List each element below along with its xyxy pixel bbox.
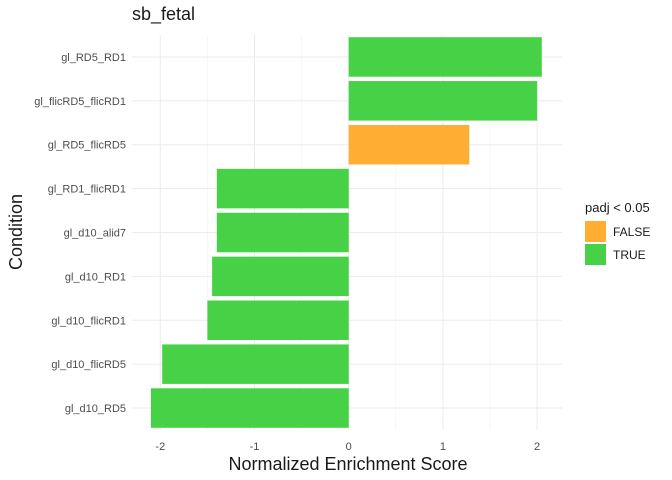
bars-group xyxy=(150,37,542,428)
x-axis-title: Normalized Enrichment Score xyxy=(228,454,467,474)
y-axis-title: Condition xyxy=(6,194,26,270)
x-tick-label: 1 xyxy=(440,441,446,453)
legend-swatch-false xyxy=(585,221,606,242)
y-tick-label: gl_RD1_flicRD1 xyxy=(48,184,126,196)
legend-swatch-true xyxy=(585,244,606,265)
x-tick-label: 0 xyxy=(346,441,352,453)
y-tick-label: gl_flicRD5_flicRD1 xyxy=(34,96,126,108)
x-tick-label: -2 xyxy=(155,441,165,453)
x-tick-labels: -2 -1 0 1 2 xyxy=(155,441,540,453)
legend-entries: FALSE TRUE xyxy=(585,221,650,265)
y-tick-labels: gl_RD5_RD1 gl_flicRD5_flicRD1 gl_RD5_flicR… xyxy=(34,52,126,415)
legend-label-false: FALSE xyxy=(613,225,650,239)
y-tick-label: gl_d10_alid7 xyxy=(64,228,126,240)
y-tick-label: gl_d10_flicRD1 xyxy=(51,315,126,327)
x-tick-label: 2 xyxy=(534,441,540,453)
bar-gl_RD5_RD1 xyxy=(348,37,542,77)
bar-gl_d10_RD5 xyxy=(150,388,349,428)
bar-gl_RD1_flicRD1 xyxy=(216,168,349,209)
x-tick-label: -1 xyxy=(250,441,260,453)
y-tick-label: gl_d10_RD1 xyxy=(65,271,126,283)
legend: padj < 0.05 FALSE TRUE xyxy=(585,200,650,265)
y-tick-label: gl_RD5_flicRD5 xyxy=(48,140,126,152)
bar-gl_RD5_flicRD5 xyxy=(348,124,470,165)
bar-gl_d10_RD1 xyxy=(212,256,349,297)
bar-gl_d10_alid7 xyxy=(216,212,349,253)
legend-label-true: TRUE xyxy=(613,248,646,262)
legend-title: padj < 0.05 xyxy=(585,200,650,215)
y-tick-label: gl_d10_flicRD5 xyxy=(51,359,126,371)
chart-title: sb_fetal xyxy=(132,4,195,25)
y-tick-label: gl_RD5_RD1 xyxy=(61,52,126,64)
bar-gl_d10_flicRD1 xyxy=(207,300,349,341)
bar-gl_d10_flicRD5 xyxy=(162,344,349,384)
bar-gl_flicRD5_flicRD1 xyxy=(348,81,538,121)
y-tick-label: gl_d10_RD5 xyxy=(65,403,126,415)
